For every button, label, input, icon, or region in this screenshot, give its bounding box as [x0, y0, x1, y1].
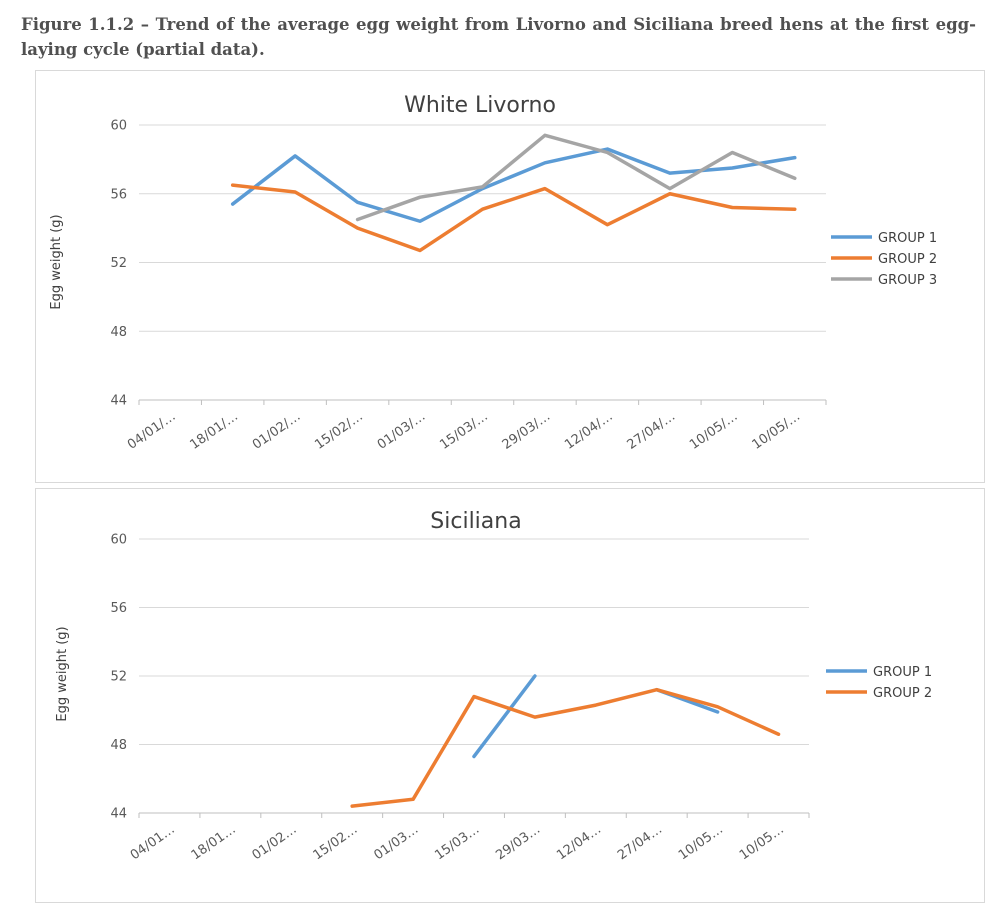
- chart-white-livorno: White Livorno 44 48 52 56 60 04/01/… 18/01/… 01/…: [35, 70, 985, 483]
- figure-caption: Figure 1.1.2 – Trend of the average egg …: [21, 15, 976, 59]
- x-tick-label: 27/04/…: [625, 409, 679, 453]
- y-axis-label: Egg weight (g): [55, 626, 70, 721]
- y-tick-label: 56: [110, 187, 127, 202]
- x-tick-label: 29/03/…: [500, 409, 554, 453]
- x-tick-label: 18/01/…: [187, 409, 241, 453]
- legend-label-group-1: GROUP 1: [873, 665, 932, 680]
- x-tick-label: 01/02…: [250, 822, 300, 863]
- x-tick-label: 12/04/…: [562, 409, 616, 453]
- y-tick-label: 48: [110, 325, 127, 340]
- x-tick-label: 12/04…: [554, 822, 604, 863]
- series-line-group-3: [355, 133, 797, 222]
- y-tick-label: 48: [110, 738, 127, 753]
- y-tick-label: 52: [110, 670, 127, 685]
- legend-label-group-2: GROUP 2: [873, 686, 932, 701]
- x-tick-label: 10/05…: [737, 822, 787, 863]
- x-tick-label: 10/05/…: [687, 409, 741, 453]
- y-axis-label: Egg weight (g): [49, 214, 64, 309]
- series-line-group-2: [350, 687, 781, 808]
- x-tick-label: 15/03…: [432, 822, 482, 863]
- series-line-group-2: [230, 183, 797, 253]
- x-tick-label: 01/02/…: [250, 409, 304, 453]
- legend-label-group-3: GROUP 3: [878, 273, 937, 288]
- y-tick-label: 60: [110, 119, 127, 134]
- x-tick-label: 04/01/…: [125, 409, 179, 453]
- x-tick-label: 15/02/…: [312, 409, 366, 453]
- chart-svg-siciliana: Siciliana 44 48 52 56 60 04/01… 18/01… 01/02… 15/…: [55, 509, 932, 863]
- series-line-group-1: [472, 674, 537, 759]
- y-tick-label: 44: [110, 807, 127, 822]
- legend-label-group-1: GROUP 1: [878, 231, 937, 246]
- legend-label-group-2: GROUP 2: [878, 252, 937, 267]
- x-tick-label: 15/02…: [311, 822, 361, 863]
- chart-title: Siciliana: [430, 509, 521, 534]
- chart-siciliana: Siciliana 44 48 52 56 60 04/01… 18/01… 01/02… 15/…: [35, 488, 985, 903]
- y-tick-label: 52: [110, 256, 127, 271]
- x-tick-label: 10/05/…: [750, 409, 804, 453]
- x-tick-label: 04/01…: [128, 822, 178, 863]
- x-tick-label: 18/01…: [189, 822, 239, 863]
- x-tick-label: 01/03/…: [375, 409, 429, 453]
- y-tick-label: 60: [110, 533, 127, 548]
- x-tick-label: 29/03…: [493, 822, 543, 863]
- x-tick-label: 10/05…: [676, 822, 726, 863]
- x-tick-label: 27/04…: [615, 822, 665, 863]
- y-tick-label: 56: [110, 601, 127, 616]
- x-tick-label: 15/03/…: [437, 409, 491, 453]
- chart-title: White Livorno: [404, 93, 556, 118]
- y-tick-label: 44: [110, 394, 127, 409]
- x-tick-label: 01/03…: [371, 822, 421, 863]
